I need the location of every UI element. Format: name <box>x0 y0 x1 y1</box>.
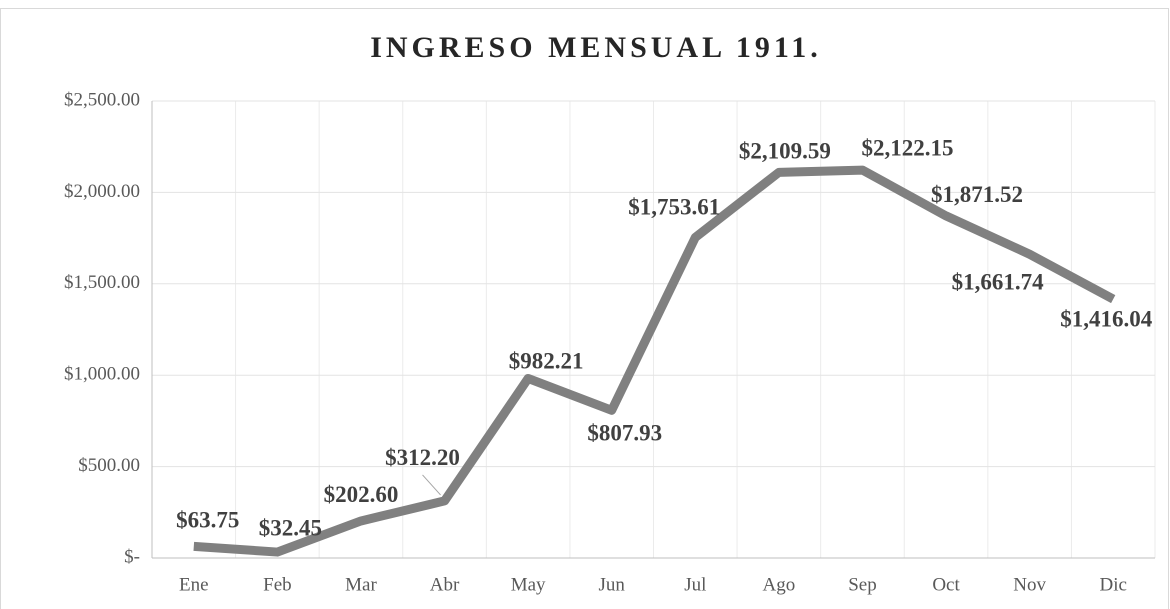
x-tick-label: Feb <box>263 574 292 595</box>
x-tick-label: Abr <box>430 574 460 595</box>
data-label: $63.75 <box>176 508 239 533</box>
data-label: $1,753.61 <box>628 195 720 220</box>
data-label: $1,416.04 <box>1060 306 1153 331</box>
data-label: $2,122.15 <box>861 135 953 160</box>
y-tick-label: $1,500.00 <box>64 272 140 293</box>
line <box>193 165 1116 557</box>
chart-border <box>0 8 1169 609</box>
y-tick-label: $- <box>124 546 140 567</box>
data-label: $2,109.59 <box>739 139 831 164</box>
x-tick-label: Ene <box>179 574 209 595</box>
x-tick-label: May <box>511 574 546 595</box>
y-tick-label: $500.00 <box>78 455 140 476</box>
y-tick-label: $2,000.00 <box>64 181 140 202</box>
x-tick-label: Dic <box>1099 574 1126 595</box>
x-tick-label: Ago <box>763 574 796 595</box>
y-tick-label: $1,000.00 <box>64 364 140 385</box>
leader-line <box>422 474 441 496</box>
chart-title: INGRESO MENSUAL 1911. <box>370 31 822 64</box>
x-tick-label: Jun <box>599 574 626 595</box>
data-label: $807.93 <box>587 421 662 446</box>
data-label: $982.21 <box>509 349 584 374</box>
x-tick-label: Oct <box>932 574 960 595</box>
x-tick-label: Nov <box>1013 574 1046 595</box>
data-label: $32.45 <box>259 515 322 540</box>
y-tick-label: $2,500.00 <box>64 89 140 110</box>
x-tick-label: Jul <box>684 574 706 595</box>
data-label: $1,661.74 <box>952 270 1045 295</box>
data-label: $202.60 <box>324 482 399 507</box>
data-label: $312.20 <box>385 445 460 470</box>
x-tick-label: Mar <box>345 574 377 595</box>
x-tick-label: Sep <box>848 574 877 595</box>
data-label: $1,871.52 <box>931 182 1023 207</box>
